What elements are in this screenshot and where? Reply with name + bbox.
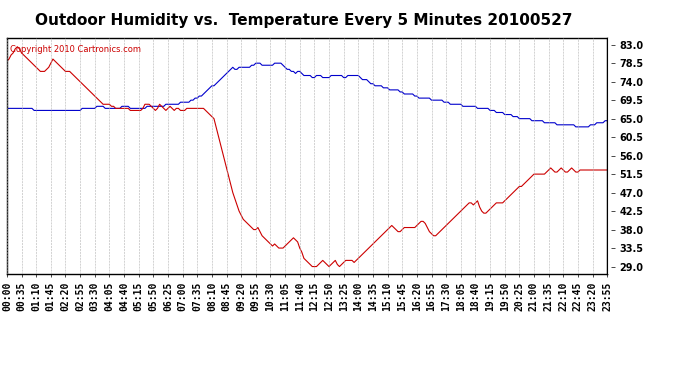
Text: Outdoor Humidity vs.  Temperature Every 5 Minutes 20100527: Outdoor Humidity vs. Temperature Every 5…: [35, 13, 572, 28]
Text: Copyright 2010 Cartronics.com: Copyright 2010 Cartronics.com: [10, 45, 141, 54]
